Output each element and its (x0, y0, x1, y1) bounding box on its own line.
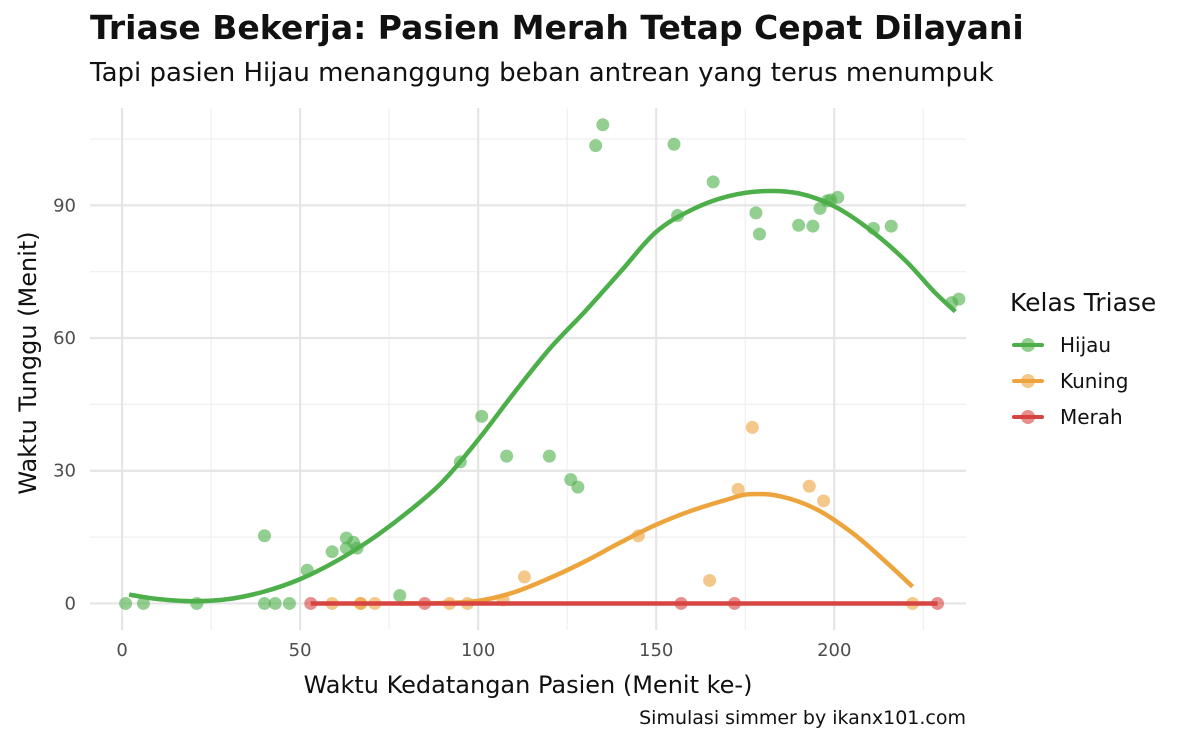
x-tick-label: 150 (639, 640, 673, 661)
point-hijau (268, 596, 282, 610)
point-hijau (752, 227, 766, 241)
x-axis-title: Waktu Kedatangan Pasien (Menit ke-) (304, 671, 753, 699)
legend-key-merah (1010, 407, 1046, 427)
x-tick-label: 50 (289, 640, 312, 661)
point-kuning (517, 570, 531, 584)
x-tick-label: 200 (817, 640, 851, 661)
point-hijau (589, 139, 603, 153)
point-hijau (706, 175, 720, 189)
x-tick-label: 0 (116, 640, 127, 661)
point-hijau (119, 596, 133, 610)
chart-title: Triase Bekerja: Pasien Merah Tetap Cepat… (90, 8, 1024, 47)
legend-key-hijau (1010, 335, 1046, 355)
trend-line-hijau (128, 188, 957, 604)
point-kuning (731, 482, 745, 496)
trend-line-kuning (399, 491, 915, 606)
point-hijau (257, 596, 271, 610)
point-hijau (282, 596, 296, 610)
point-hijau (325, 545, 339, 559)
point-kuning (802, 479, 816, 493)
legend: Kelas Triase Hijau Kuning Merah (1010, 288, 1156, 435)
point-hijau (952, 292, 966, 306)
legend-key-kuning (1010, 371, 1046, 391)
legend-title: Kelas Triase (1010, 288, 1157, 317)
y-tick-label: 60 (53, 328, 76, 349)
point-hijau (475, 409, 489, 423)
legend-item-hijau: Hijau (1010, 327, 1156, 363)
legend-label-kuning: Kuning (1060, 369, 1129, 393)
point-hijau (667, 137, 681, 151)
point-kuning (745, 420, 759, 434)
point-kuning (703, 573, 717, 587)
y-axis-title: Waktu Tunggu (Menit) (14, 231, 42, 494)
point-hijau (806, 219, 820, 233)
y-tick-label: 0 (65, 593, 76, 614)
point-hijau (571, 480, 585, 494)
point-hijau (542, 449, 556, 463)
point-hijau (884, 219, 898, 233)
legend-label-hijau: Hijau (1060, 333, 1112, 357)
y-tick-label: 30 (53, 461, 76, 482)
chart-subtitle: Tapi pasien Hijau menanggung beban antre… (90, 58, 994, 88)
legend-label-merah: Merah (1060, 405, 1123, 429)
point-kuning (817, 494, 831, 508)
caption: Simulasi simmer by ikanx101.com (639, 707, 966, 729)
x-tick-label: 100 (461, 640, 495, 661)
point-hijau (749, 206, 763, 220)
point-hijau (500, 449, 514, 463)
legend-item-kuning: Kuning (1010, 363, 1156, 399)
legend-item-merah: Merah (1010, 399, 1156, 435)
point-hijau (257, 529, 271, 543)
point-hijau (792, 218, 806, 232)
point-hijau (136, 596, 150, 610)
point-hijau (831, 190, 845, 204)
y-tick-label: 90 (53, 195, 76, 216)
point-hijau (596, 118, 610, 132)
point-hijau (393, 588, 407, 602)
